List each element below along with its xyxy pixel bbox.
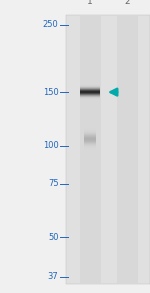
Text: 50: 50 <box>48 233 58 242</box>
Bar <box>84 130 96 131</box>
Bar <box>84 148 96 149</box>
Text: 37: 37 <box>48 272 58 281</box>
Bar <box>84 152 96 153</box>
Text: 250: 250 <box>43 20 58 29</box>
Bar <box>80 15 100 284</box>
Bar <box>84 146 96 147</box>
Bar <box>66 15 150 284</box>
Bar <box>84 143 96 144</box>
Bar <box>84 138 96 139</box>
Bar <box>117 15 138 284</box>
Bar <box>84 137 96 138</box>
Bar <box>84 133 96 134</box>
Bar <box>84 151 96 152</box>
Text: 150: 150 <box>43 88 58 97</box>
Bar <box>84 128 96 129</box>
Text: 2: 2 <box>125 0 130 6</box>
Bar <box>84 135 96 136</box>
Text: 1: 1 <box>87 0 93 6</box>
Bar <box>84 145 96 146</box>
Bar <box>84 142 96 143</box>
Bar <box>84 131 96 132</box>
Bar <box>84 129 96 130</box>
Bar <box>84 136 96 137</box>
Bar <box>84 139 96 140</box>
Bar <box>84 127 96 128</box>
Bar <box>84 144 96 145</box>
Bar <box>84 134 96 135</box>
Bar <box>84 140 96 141</box>
Bar <box>84 147 96 148</box>
Bar <box>84 149 96 150</box>
Text: 75: 75 <box>48 179 58 188</box>
Bar <box>84 125 96 126</box>
Bar <box>84 126 96 127</box>
Bar <box>84 132 96 133</box>
Bar <box>84 141 96 142</box>
Text: 100: 100 <box>43 141 58 150</box>
Bar <box>84 150 96 151</box>
